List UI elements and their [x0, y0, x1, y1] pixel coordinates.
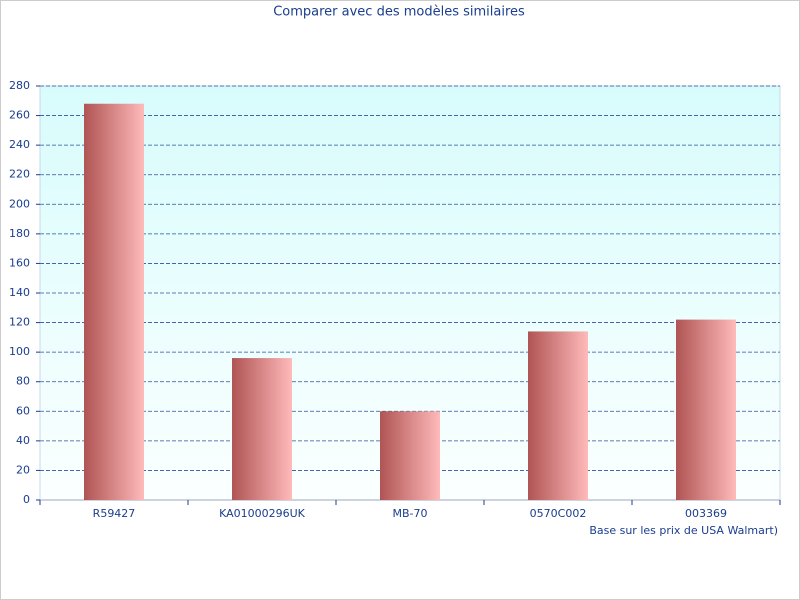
y-tick-label: 160 — [9, 256, 30, 269]
y-tick-label: 40 — [16, 434, 30, 447]
y-tick-label: 80 — [16, 375, 30, 388]
bar — [528, 331, 588, 500]
y-tick-label: 20 — [16, 463, 30, 476]
bar — [380, 411, 440, 500]
y-tick-label: 120 — [9, 316, 30, 329]
x-tick-label: KA01000296UK — [219, 507, 306, 520]
bar — [84, 103, 144, 500]
x-tick-label: 003369 — [685, 507, 727, 520]
y-tick-label: 240 — [9, 138, 30, 151]
y-tick-label: 280 — [9, 79, 30, 92]
chart-title: Comparer avec des modèles similaires — [273, 5, 525, 20]
y-tick-label: 60 — [16, 404, 30, 417]
y-tick-label: 100 — [9, 345, 30, 358]
y-tick-label: 140 — [9, 286, 30, 299]
y-tick-label: 180 — [9, 227, 30, 240]
y-tick-label: 260 — [9, 109, 30, 122]
y-tick-label: 220 — [9, 168, 30, 181]
y-tick-label: 200 — [9, 197, 30, 210]
x-tick-label: 0570C002 — [530, 507, 587, 520]
y-tick-label: 0 — [23, 493, 30, 506]
x-tick-label: R59427 — [93, 507, 136, 520]
bar — [676, 319, 736, 500]
bar — [232, 358, 292, 500]
x-axis-label: Base sur les prix de USA Walmart) — [589, 524, 778, 537]
x-tick-label: MB-70 — [392, 507, 427, 520]
